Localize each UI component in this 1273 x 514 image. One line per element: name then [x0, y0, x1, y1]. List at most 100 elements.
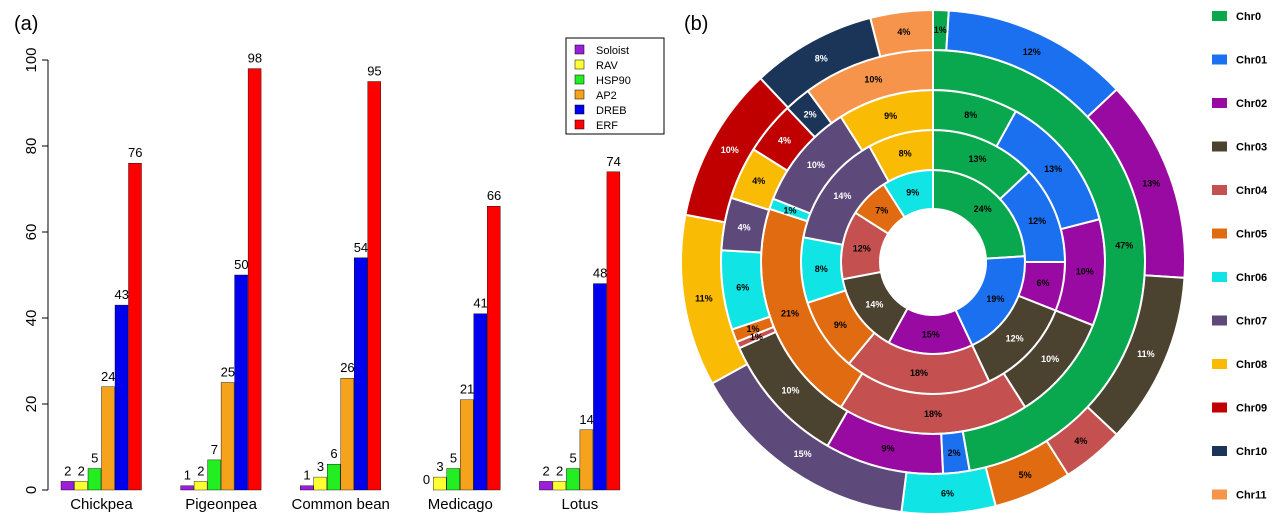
bar-soloist-pigeonpea [180, 485, 194, 491]
legend-swatch [574, 44, 585, 55]
ring-percent-label: 24% [974, 204, 992, 214]
ring-percent-label: 12% [1006, 334, 1024, 344]
ring-percent-label: 5% [1019, 470, 1032, 480]
y-tick-label: 40 [23, 310, 40, 327]
category-labels: Chickpea Pigeonpea Common bean Medicago Lotu… [70, 496, 598, 513]
bar-value-label: 98 [248, 51, 262, 66]
donut-percent-labels: 24% 19% 15% 14% 12% 7% 9% 13% 12% 6% 12% 18% 9% 8% 14%… [695, 25, 1160, 498]
ring-percent-label: 14% [865, 300, 883, 310]
ring-percent-label: 10% [721, 145, 739, 155]
ring-percent-label: 4% [897, 27, 910, 37]
donut-chart-panel: (b) 24% 19% 15% 14% 12% 7% 9% 13% 12% 6% 12% 18% 9% 8… [680, 8, 1268, 514]
y-tick-label: 20 [23, 396, 40, 413]
legend-entry-chr01: Chr01 [1236, 55, 1267, 67]
y-tick-label: 80 [23, 138, 40, 155]
bar-ap2-medicago [460, 399, 474, 491]
ring-percent-label: 6% [1037, 278, 1050, 288]
bar-value-label: 3 [436, 459, 443, 474]
bar-value-label: 43 [115, 287, 129, 302]
ring-percent-label: 12% [1028, 216, 1046, 226]
bar-dreb-chickpea [114, 304, 129, 491]
bar-value-label: 2 [78, 463, 85, 478]
ring-percent-label: 15% [794, 449, 812, 459]
bar-dreb-common-bean [354, 257, 368, 491]
ring-percent-label: 2% [804, 109, 817, 119]
bar-value-label: 2 [197, 463, 204, 478]
bar-value-label: 5 [91, 451, 98, 466]
bar-value-label: 1 [303, 468, 310, 483]
ring-percent-label: 15% [922, 329, 940, 339]
bar-value-label: 2 [543, 463, 550, 478]
bar-soloist-common-bean [300, 485, 314, 491]
bar-hsp90-chickpea [87, 468, 102, 491]
bar-dreb-medicago [473, 313, 487, 491]
bar-rav-medicago [433, 476, 447, 491]
ring-percent-label: 13% [1044, 164, 1062, 174]
ring-percent-label: 4% [778, 135, 791, 145]
ring-percent-label: 13% [968, 154, 986, 164]
legend-swatch-chr05 [1212, 228, 1227, 239]
panel-b-label: (b) [684, 13, 708, 35]
bar-soloist-lotus [539, 481, 553, 491]
bar-value-label: 0 [423, 472, 430, 487]
legend-swatch-chr08 [1212, 359, 1227, 369]
bar-erf-lotus [606, 171, 621, 491]
category-label: Common bean [292, 496, 390, 513]
bar-value-label: 41 [473, 296, 487, 311]
bar-soloist-chickpea [60, 481, 75, 491]
bar-rav-pigeonpea [193, 481, 208, 491]
bar-legend: Soloist RAV HSP90 AP2 DREB ERF [565, 37, 665, 135]
bar-value-label: 1 [184, 468, 191, 483]
bar-erf-chickpea [128, 162, 142, 491]
ring-percent-label: 4% [1074, 436, 1087, 446]
legend-entry-chr04: Chr04 [1236, 185, 1268, 197]
bar-value-label: 66 [487, 188, 501, 203]
y-tick-label: 0 [23, 486, 40, 494]
legend-swatch-chr06 [1212, 272, 1227, 282]
bar-series [60, 68, 621, 491]
ring-percent-label: 2% [948, 448, 961, 458]
category-label: Medicago [428, 496, 493, 513]
legend-entry-chr08: Chr08 [1236, 359, 1267, 371]
bar-hsp90-medicago [446, 468, 460, 491]
ring-percent-label: 11% [695, 293, 713, 303]
legend-swatch [574, 119, 585, 130]
ring-percent-label: 11% [1137, 349, 1155, 359]
category-label: Chickpea [70, 496, 133, 513]
legend-entry: ERF [596, 120, 618, 132]
bar-value-label: 48 [593, 266, 607, 281]
ring-percent-label: 9% [881, 444, 894, 454]
legend-entry-chr06: Chr06 [1236, 272, 1267, 284]
ring-percent-label: 4% [752, 176, 765, 186]
bar-value-label: 25 [221, 365, 235, 380]
bar-value-label: 54 [354, 240, 368, 255]
bar-dreb-pigeonpea [234, 274, 248, 491]
bar-hsp90-lotus [566, 468, 580, 491]
y-tick-label: 100 [23, 47, 40, 72]
category-label: Pigeonpea [185, 496, 257, 513]
ring-percent-label: 9% [906, 187, 919, 197]
legend-entry: AP2 [596, 90, 617, 102]
bar-ap2-chickpea [101, 386, 115, 491]
bar-value-label: 21 [460, 382, 474, 397]
bar-value-label: 5 [450, 451, 457, 466]
bar-value-label: 6 [330, 446, 337, 461]
ring-percent-label: 6% [736, 283, 749, 293]
legend-swatch-chr03 [1212, 141, 1227, 152]
ring-percent-label: 10% [864, 74, 882, 84]
chromosome-legend: Chr0 Chr01 Chr02 Chr03 Chr04 Chr05 Chr06 Chr07 C… [1212, 11, 1268, 502]
bar-value-label: 76 [128, 145, 142, 160]
donut-rings [680, 8, 1186, 514]
legend-entry-chr05: Chr05 [1236, 229, 1267, 241]
ring-percent-label: 10% [807, 160, 825, 170]
bar-erf-medicago [487, 205, 501, 491]
ring-percent-label: 12% [853, 243, 871, 253]
bar-dreb-lotus [593, 283, 607, 491]
ring-percent-label: 4% [738, 222, 751, 232]
bar-rav-chickpea [74, 481, 88, 491]
ring-percent-label: 6% [941, 489, 954, 499]
legend-swatch-chr10 [1212, 446, 1227, 456]
bar-erf-common-bean [367, 81, 381, 491]
